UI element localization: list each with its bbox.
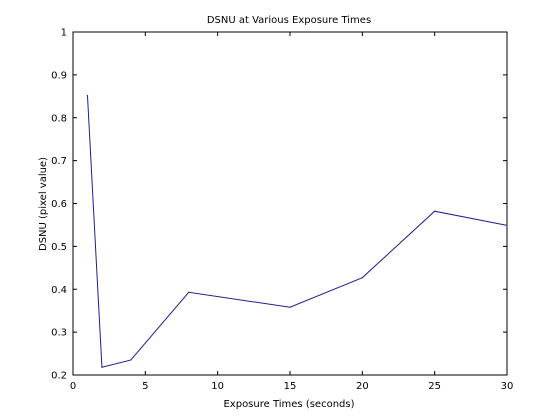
x-tick-label: 30 (501, 381, 514, 392)
data-point (361, 277, 363, 279)
data-point (289, 306, 291, 308)
y-tick-label: 0.3 (51, 328, 67, 339)
x-tick-label: 5 (142, 381, 148, 392)
data-point (506, 224, 508, 226)
x-tick-label: 10 (211, 381, 224, 392)
series-line (86, 95, 508, 368)
y-axis: 0.2 0.3 0.4 0.5 0.6 0.7 0.8 0.9 1 (51, 28, 507, 382)
series-layer (86, 94, 508, 368)
y-tick-label: 0.9 (51, 70, 67, 81)
x-tick-label: 20 (356, 381, 369, 392)
x-axis-label: Exposure Times (seconds) (223, 399, 354, 410)
y-tick-label: 1 (61, 28, 67, 39)
x-axis: 0 5 10 15 20 25 30 (70, 32, 514, 392)
y-tick-label: 0.5 (51, 242, 67, 253)
y-axis-label: DSNU (pixel value) (38, 157, 49, 251)
y-tick-label: 0.4 (51, 285, 67, 296)
y-tick-label: 0.7 (51, 156, 67, 167)
data-point (86, 94, 89, 97)
data-point (188, 291, 190, 293)
plot-area (72, 31, 508, 376)
y-tick-label: 0.8 (51, 113, 67, 124)
y-tick-label: 0.6 (51, 199, 67, 210)
y-tick-label: 0.2 (51, 371, 67, 382)
chart-title: DSNU at Various Exposure Times (207, 15, 371, 26)
data-point (101, 366, 103, 368)
data-point (434, 210, 436, 212)
x-tick-label: 15 (284, 381, 297, 392)
data-point (130, 359, 132, 361)
x-tick-label: 0 (70, 381, 76, 392)
x-tick-label: 25 (428, 381, 441, 392)
